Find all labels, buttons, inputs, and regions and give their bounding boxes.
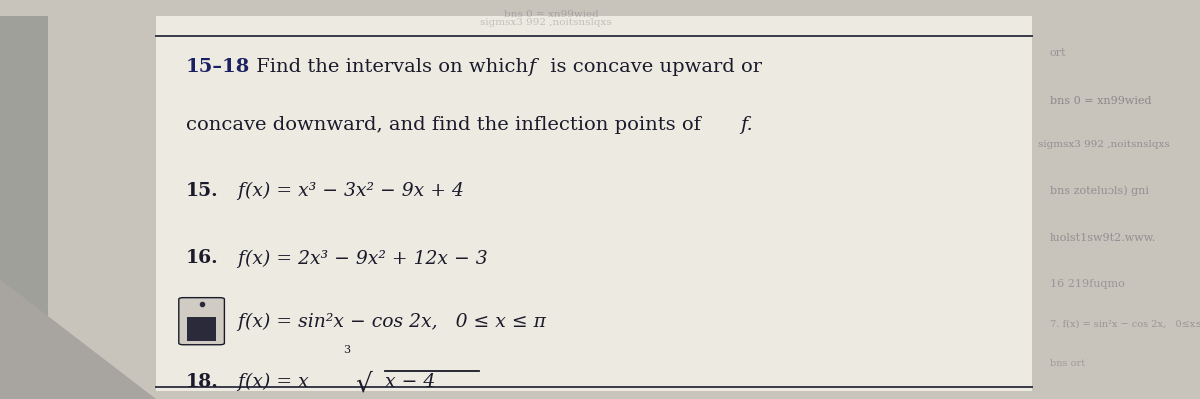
- Text: 16 219fuqmo: 16 219fuqmo: [1050, 279, 1124, 289]
- Text: is concave upward or: is concave upward or: [544, 58, 762, 76]
- Text: bns ort: bns ort: [1050, 359, 1085, 368]
- Text: f.: f.: [740, 116, 754, 134]
- Text: bns 0 = xn99wied: bns 0 = xn99wied: [1050, 96, 1152, 106]
- FancyBboxPatch shape: [179, 298, 224, 345]
- FancyBboxPatch shape: [187, 317, 216, 341]
- Text: f(x) = 2x³ − 9x² + 12x − 3: f(x) = 2x³ − 9x² + 12x − 3: [232, 249, 487, 268]
- Text: luolst1sw9t2.www.: luolst1sw9t2.www.: [1050, 233, 1157, 243]
- FancyBboxPatch shape: [0, 16, 156, 391]
- FancyBboxPatch shape: [0, 16, 48, 391]
- Text: Find the intervals on which: Find the intervals on which: [250, 58, 534, 76]
- Text: 15.: 15.: [186, 182, 218, 200]
- Text: sigmsx3 992 ,noitsnslqxs: sigmsx3 992 ,noitsnslqxs: [480, 18, 612, 27]
- Text: f(x) = x³ − 3x² − 9x + 4: f(x) = x³ − 3x² − 9x + 4: [232, 182, 463, 200]
- Text: x − 4: x − 4: [385, 373, 436, 391]
- Text: sigmsx3 992 ,noitsnslqxs: sigmsx3 992 ,noitsnslqxs: [1038, 140, 1170, 149]
- Text: 7. f(x) = sin²x − cos 2x,   0≤x≤ π: 7. f(x) = sin²x − cos 2x, 0≤x≤ π: [1050, 319, 1200, 328]
- Text: bns 0 = xn99wied: bns 0 = xn99wied: [504, 10, 599, 19]
- Text: bns zoteluɔls) gni: bns zoteluɔls) gni: [1050, 186, 1150, 196]
- Text: √: √: [355, 371, 372, 396]
- Text: f(x) = x: f(x) = x: [232, 373, 314, 391]
- Text: 18.: 18.: [186, 373, 218, 391]
- Polygon shape: [0, 279, 156, 399]
- Text: f(x) = sin²x − cos 2x,   0 ≤ x ≤ π: f(x) = sin²x − cos 2x, 0 ≤ x ≤ π: [232, 313, 546, 332]
- Text: 15–18: 15–18: [186, 58, 251, 76]
- Text: ort: ort: [1050, 48, 1067, 58]
- Text: concave downward, and find the inflection points of: concave downward, and find the inflectio…: [186, 116, 707, 134]
- Text: f: f: [528, 58, 535, 76]
- FancyBboxPatch shape: [156, 16, 1032, 391]
- Text: 3: 3: [343, 345, 350, 355]
- Text: 16.: 16.: [186, 249, 218, 267]
